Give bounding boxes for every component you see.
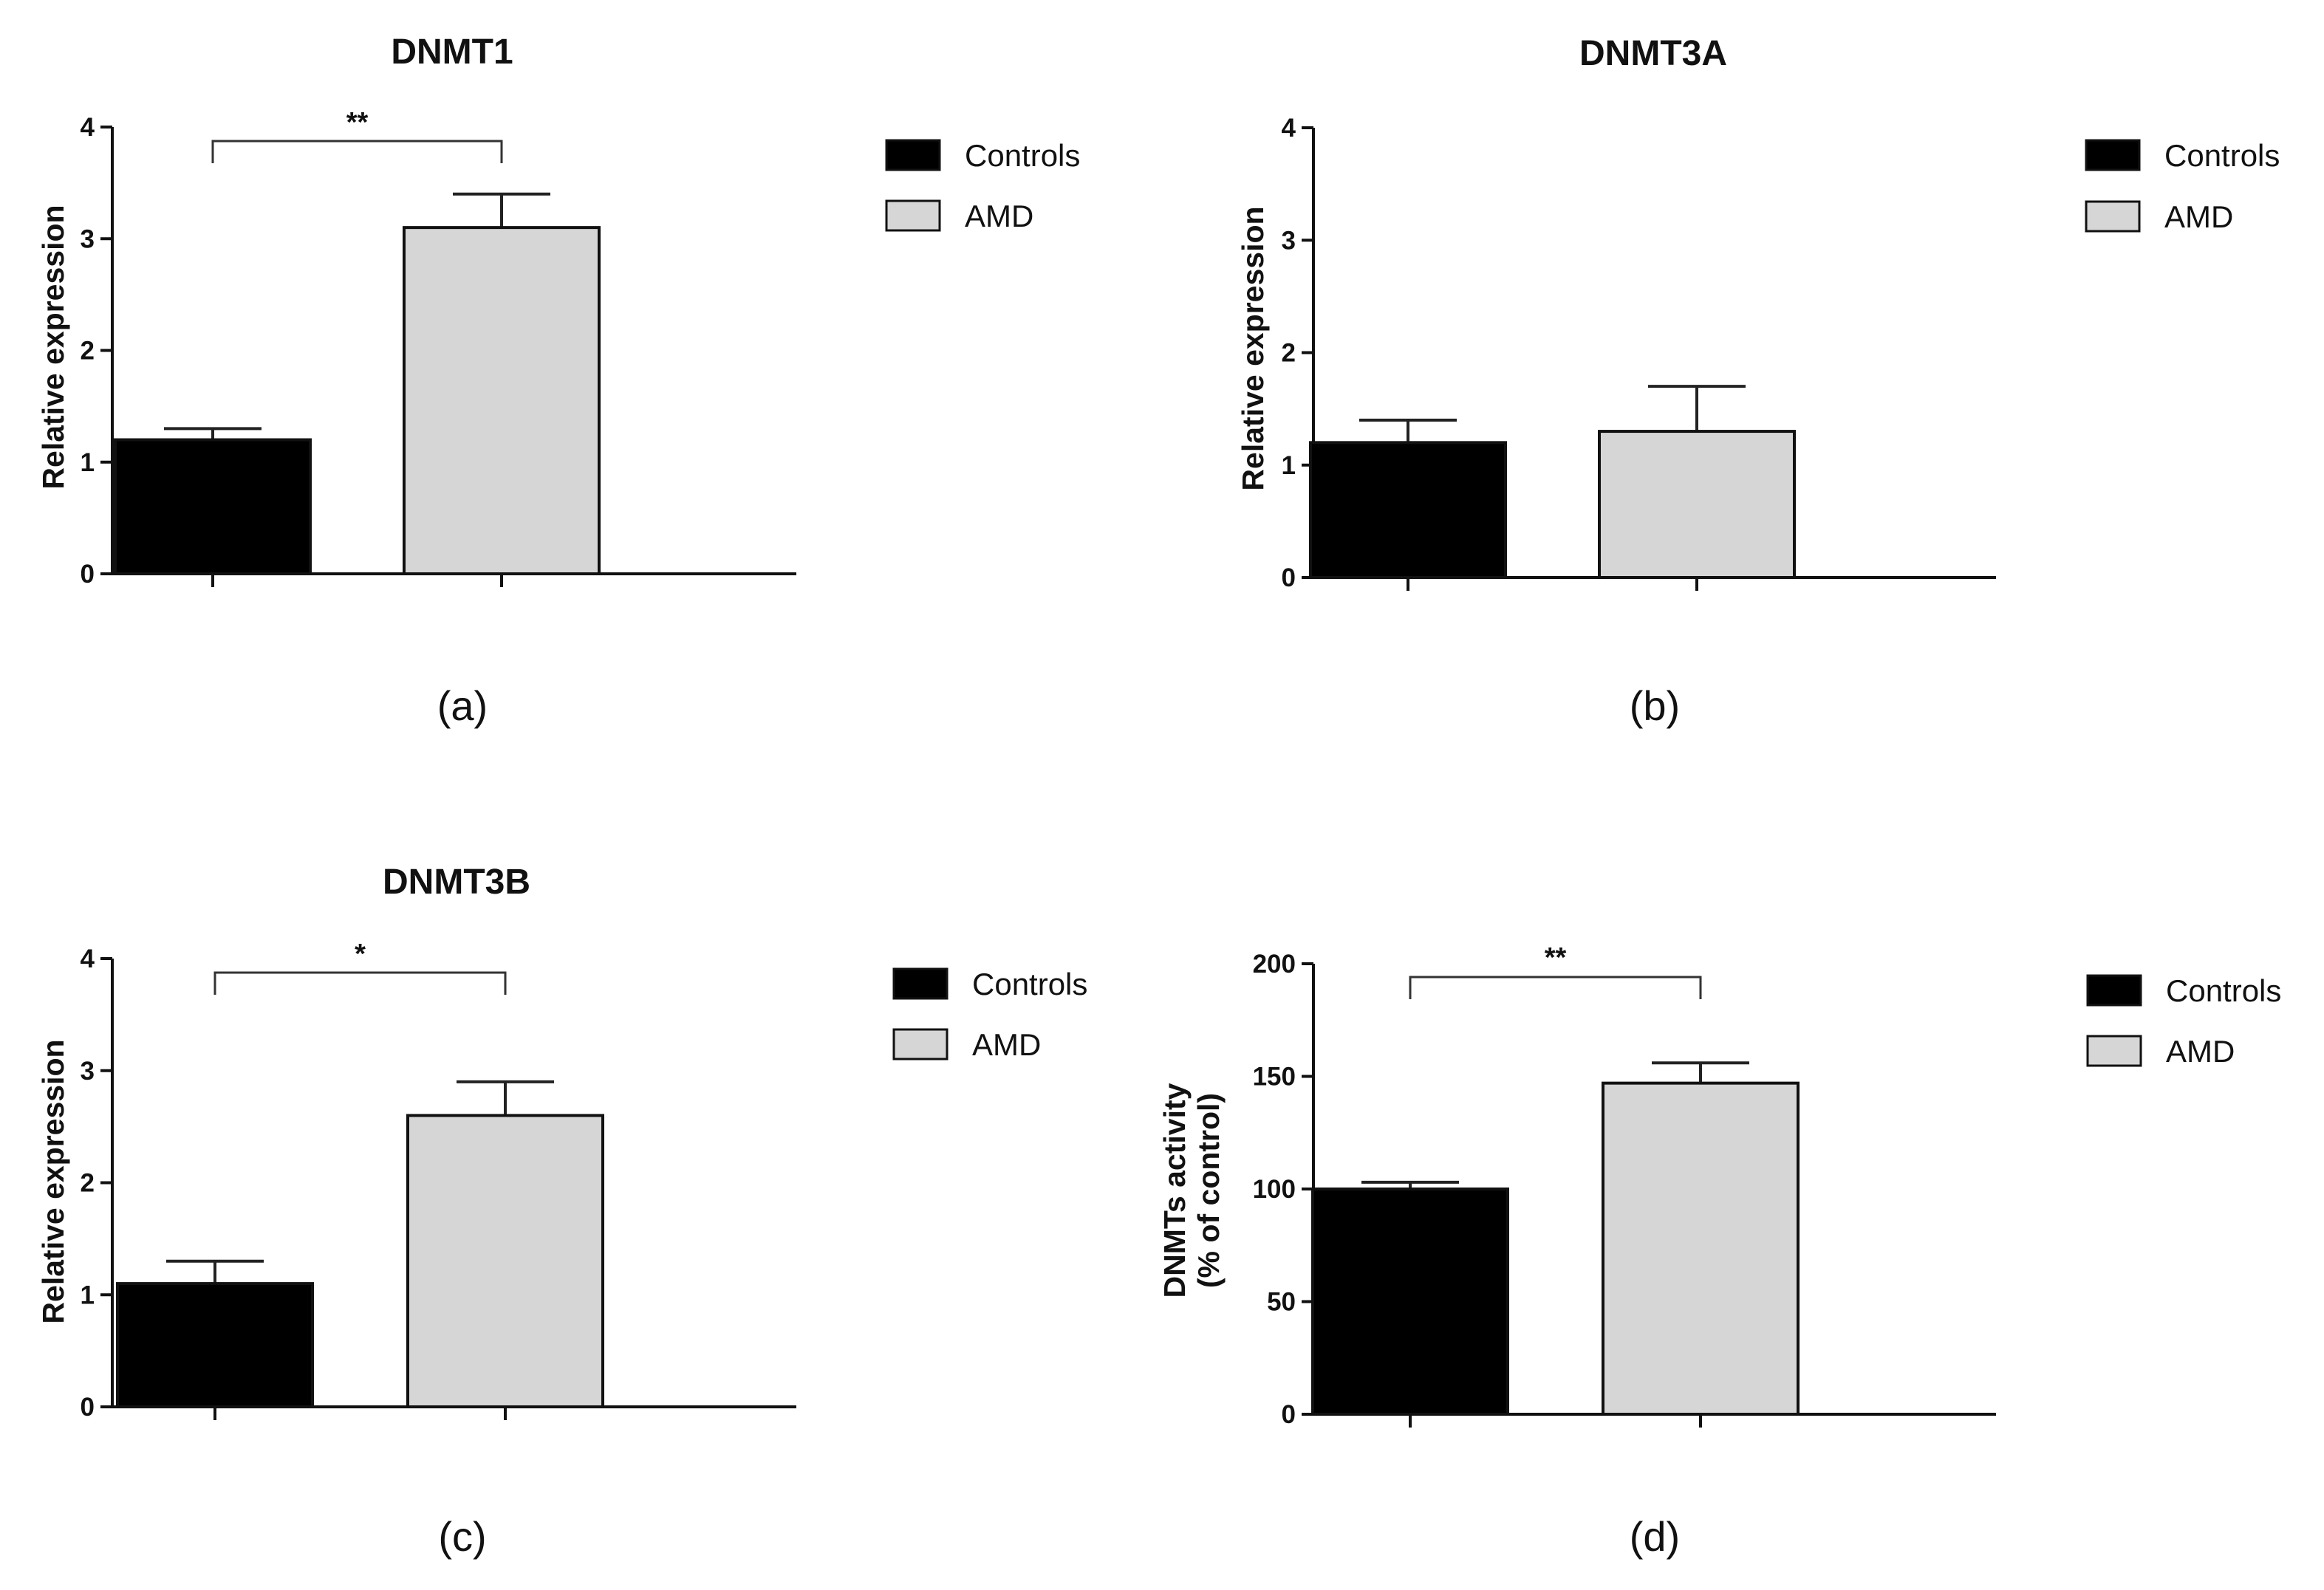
y-tick-label: 0 bbox=[81, 560, 95, 589]
bar-controls bbox=[114, 438, 312, 575]
bar-controls bbox=[1311, 1188, 1509, 1416]
y-tick-label: 1 bbox=[81, 448, 95, 477]
significance-marker: ** bbox=[346, 107, 369, 138]
legend-swatch-amd bbox=[885, 199, 941, 232]
bar-amd bbox=[403, 226, 601, 575]
y-tick-label: 2 bbox=[1282, 339, 1296, 368]
chart-panel-4: 0 50 100 150 200 DNMTs activity(% of control)… bbox=[1158, 942, 2281, 1560]
y-tick-label: 0 bbox=[1282, 563, 1296, 592]
chart-title: DNMT1 bbox=[391, 32, 513, 72]
y-tick-label: 4 bbox=[81, 113, 95, 142]
chart-panel-2: DNMT3A 0 1 2 3 4 Relative expression Controls AM… bbox=[1236, 34, 2280, 729]
legend-swatch-amd bbox=[892, 1028, 949, 1060]
significance-marker: * bbox=[355, 939, 366, 970]
y-axis-label: DNMTs activity(% of control) bbox=[1158, 1083, 1226, 1298]
y-axis-label: Relative expression bbox=[36, 1039, 70, 1323]
y-tick-label: 1 bbox=[81, 1281, 95, 1309]
y-tick-label: 100 bbox=[1253, 1175, 1296, 1204]
legend-swatch-amd bbox=[2085, 200, 2141, 233]
y-axis-label-line: (% of control) bbox=[1192, 1093, 1226, 1288]
y-tick-label: 50 bbox=[1267, 1288, 1296, 1317]
y-axis-label: Relative expression bbox=[36, 205, 70, 489]
legend-label-controls: Controls bbox=[972, 967, 1087, 1001]
y-tick-label: 3 bbox=[81, 1057, 95, 1086]
legend-label-controls: Controls bbox=[965, 138, 1080, 173]
legend-label-amd: AMD bbox=[965, 199, 1033, 233]
bar-controls bbox=[116, 1282, 314, 1408]
panel-label: (c) bbox=[438, 1513, 486, 1560]
chart-panel-1: DNMT1 0 1 2 3 4 Relative expression ** Controls A… bbox=[36, 32, 1080, 729]
legend-swatch-controls bbox=[892, 967, 949, 1000]
y-tick-label: 4 bbox=[81, 945, 95, 973]
y-tick-label: 2 bbox=[81, 337, 95, 366]
bar-amd bbox=[1602, 1081, 1800, 1416]
y-axis-label: Relative expression bbox=[1236, 206, 1270, 490]
y-tick-label: 0 bbox=[1282, 1400, 1296, 1429]
bar-amd bbox=[406, 1114, 604, 1408]
legend-swatch-controls bbox=[885, 139, 941, 171]
panel-label: (b) bbox=[1630, 682, 1680, 729]
legend-label-controls: Controls bbox=[2166, 973, 2281, 1008]
legend-swatch-controls bbox=[2086, 974, 2142, 1007]
bar-amd bbox=[1598, 430, 1796, 580]
legend-label-amd: AMD bbox=[972, 1027, 1041, 1062]
bar-controls bbox=[1309, 441, 1507, 579]
significance-marker: ** bbox=[1545, 942, 1567, 973]
significance-bracket bbox=[213, 971, 507, 995]
chart-title: DNMT3A bbox=[1579, 34, 1727, 73]
y-tick-label: 150 bbox=[1253, 1063, 1296, 1092]
y-tick-label: 200 bbox=[1253, 950, 1296, 979]
chart-panel-3: DNMT3B 0 1 2 3 4 Relative expression * Controls A… bbox=[36, 863, 1087, 1560]
legend-label-amd: AMD bbox=[2166, 1034, 2235, 1069]
y-tick-label: 0 bbox=[81, 1393, 95, 1422]
legend-swatch-controls bbox=[2085, 139, 2141, 171]
y-axis-label-line: DNMTs activity bbox=[1158, 1083, 1192, 1298]
y-tick-label: 2 bbox=[81, 1169, 95, 1198]
panel-label: (a) bbox=[437, 682, 488, 729]
legend-swatch-amd bbox=[2086, 1035, 2142, 1067]
y-tick-label: 1 bbox=[1282, 451, 1296, 480]
y-tick-label: 3 bbox=[1282, 226, 1296, 255]
significance-bracket bbox=[211, 140, 503, 163]
panel-label: (d) bbox=[1630, 1513, 1680, 1560]
legend-label-amd: AMD bbox=[2164, 199, 2233, 234]
significance-bracket bbox=[1409, 976, 1702, 999]
y-tick-label: 3 bbox=[81, 225, 95, 253]
y-tick-label: 4 bbox=[1282, 114, 1296, 143]
legend-label-controls: Controls bbox=[2164, 138, 2280, 173]
chart-title: DNMT3B bbox=[383, 863, 530, 902]
